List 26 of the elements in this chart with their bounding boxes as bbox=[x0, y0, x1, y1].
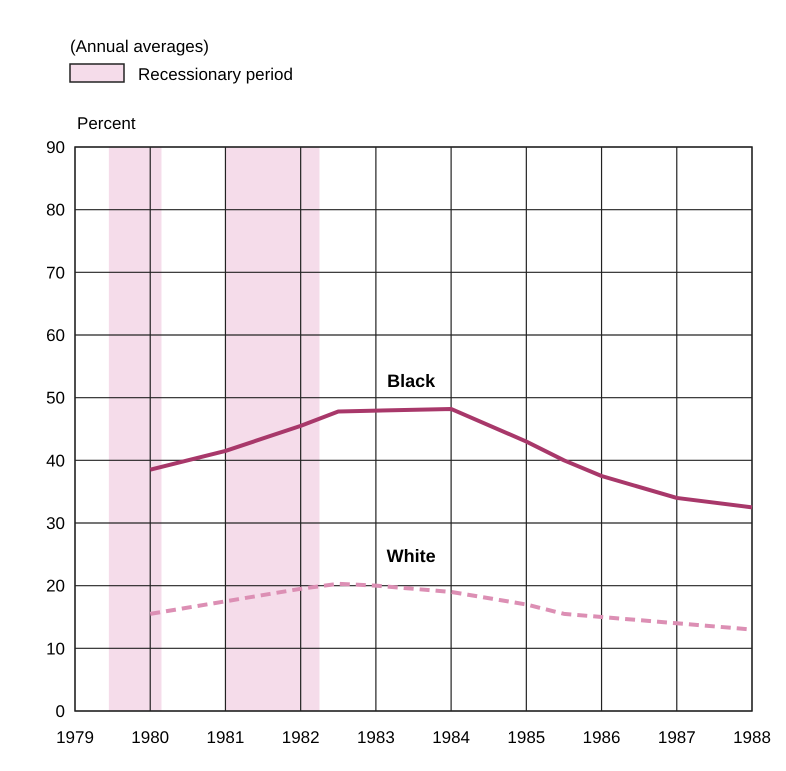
x-tick-label: 1981 bbox=[206, 728, 244, 747]
y-tick-label: 90 bbox=[46, 138, 65, 157]
y-tick-label: 50 bbox=[46, 388, 65, 408]
x-tick-label: 1979 bbox=[56, 728, 94, 747]
text: (Annual averages) bbox=[70, 37, 209, 56]
line-series bbox=[148, 406, 754, 510]
y-tick-label: 20 bbox=[46, 576, 65, 596]
y-tick-label: 40 bbox=[46, 451, 65, 470]
x-tick-label: 1985 bbox=[507, 728, 546, 747]
x-tick-label: 1982 bbox=[282, 728, 320, 747]
x-tick-label: 1988 bbox=[733, 728, 771, 747]
x-tick-label: 1986 bbox=[582, 728, 620, 747]
y-tick-label: 0 bbox=[56, 702, 65, 721]
y-axis-title: Percent bbox=[77, 114, 136, 133]
y-tick-label: 30 bbox=[46, 514, 65, 533]
series-label: White bbox=[386, 546, 436, 566]
y-tick-label: 10 bbox=[46, 639, 65, 658]
x-tick-label: 1980 bbox=[131, 728, 170, 747]
y-tick-label: 70 bbox=[46, 263, 65, 282]
x-tick-label: 1983 bbox=[356, 728, 395, 747]
y-tick-label: 60 bbox=[46, 326, 65, 345]
y-tick-label: 80 bbox=[46, 200, 65, 220]
x-tick-label: 1987 bbox=[658, 728, 696, 747]
series-label: Black bbox=[387, 370, 436, 391]
legend-label: Recessionary period bbox=[138, 65, 293, 84]
x-tick-label: 1984 bbox=[432, 728, 470, 747]
